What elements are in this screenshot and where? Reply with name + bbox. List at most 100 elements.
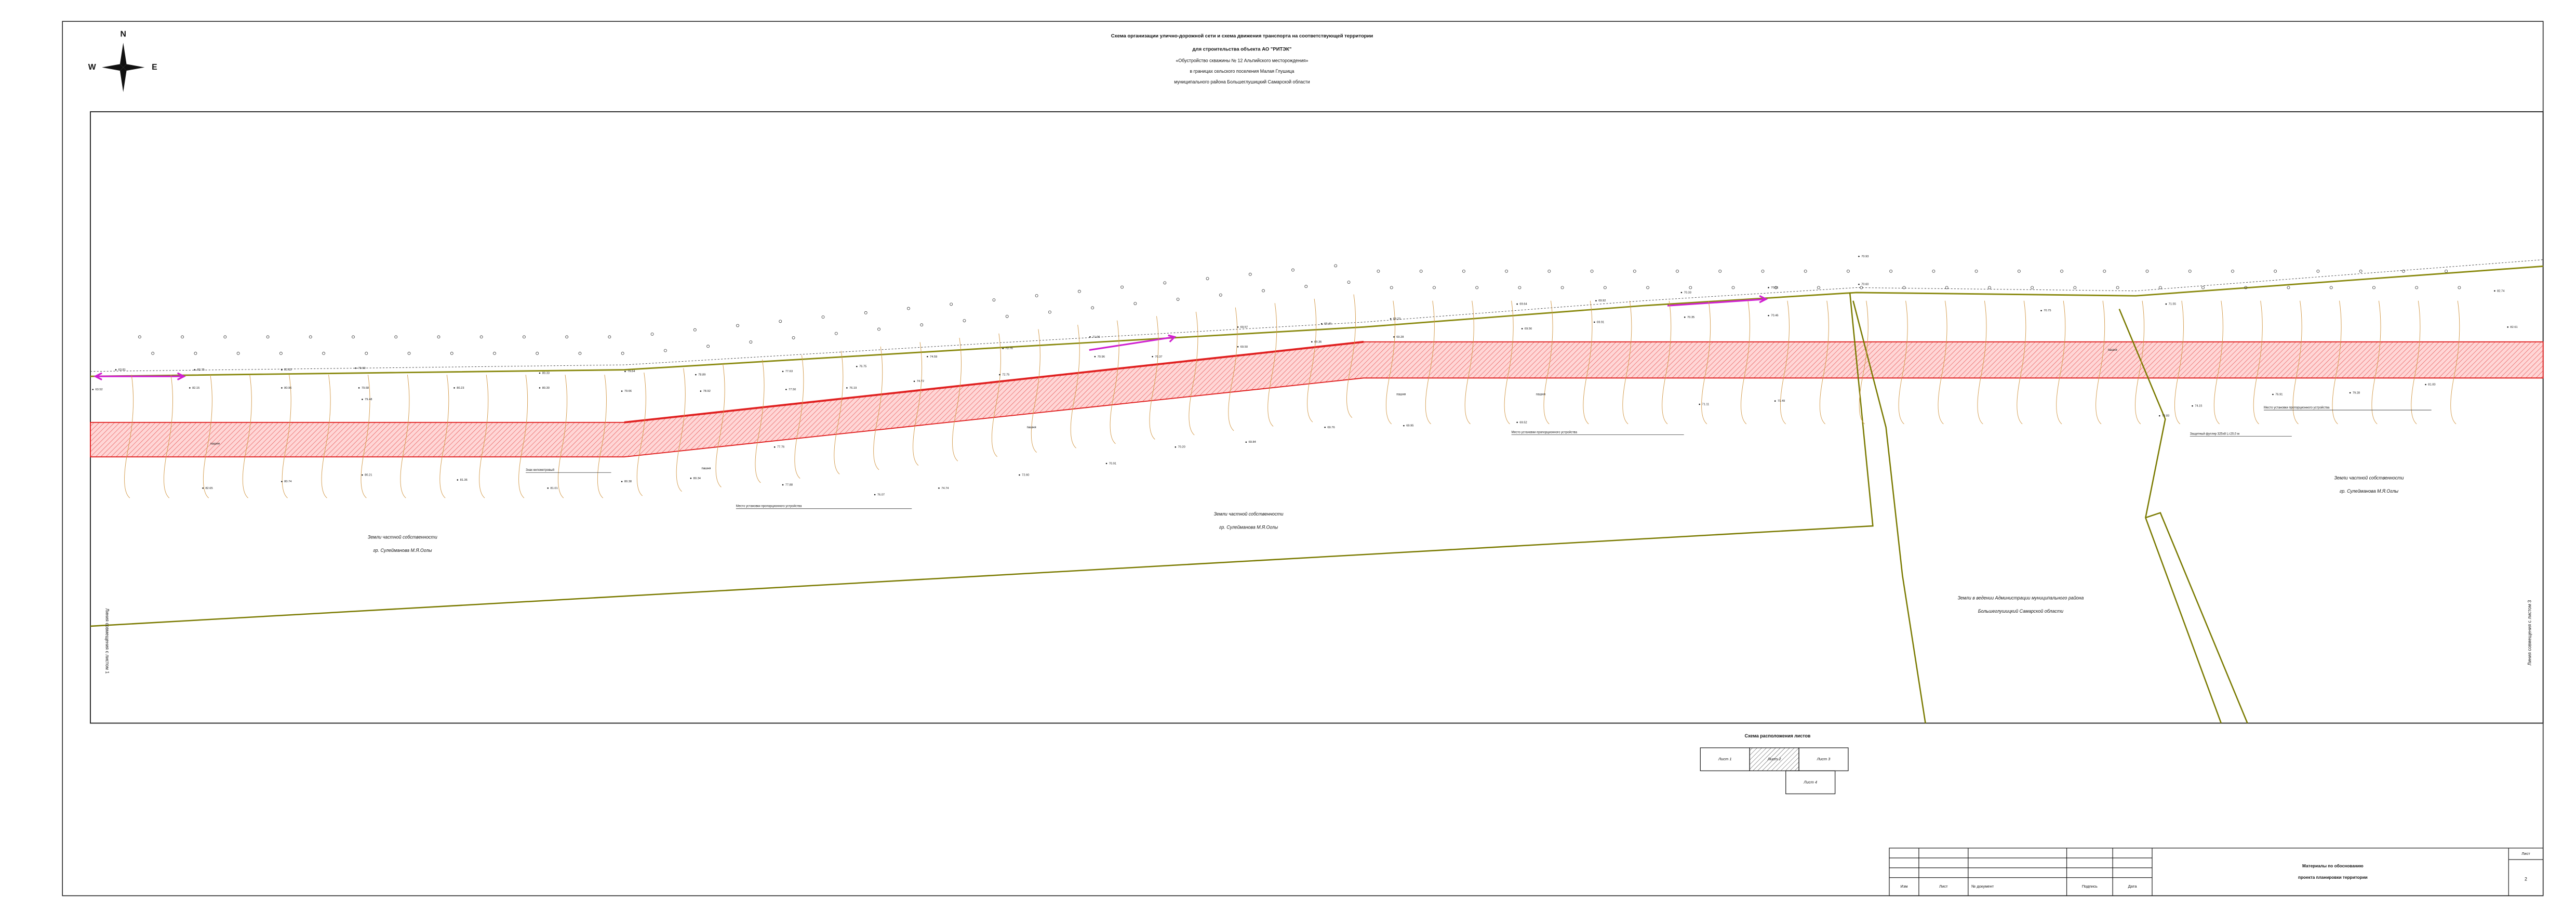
title: муниципального района Большеглушицкий Са… xyxy=(1174,79,1310,84)
elevation-label: 81.01 xyxy=(551,487,558,490)
elevation-point xyxy=(785,389,787,390)
pole xyxy=(194,352,197,355)
sheet-label: Лист 4 xyxy=(1803,780,1817,784)
elevation-point xyxy=(1237,326,1239,328)
pole xyxy=(479,335,483,339)
elevation-point xyxy=(700,390,702,392)
pole xyxy=(1048,310,1051,314)
elevation-label: 80.34 xyxy=(693,477,701,480)
contour xyxy=(321,374,331,498)
pole xyxy=(1774,286,1778,289)
elevation-point xyxy=(1516,421,1518,424)
pole xyxy=(1547,269,1551,273)
note: Место установки пропорционного устройств… xyxy=(736,505,802,508)
pole xyxy=(706,345,710,348)
pole xyxy=(1603,286,1607,289)
elevation-point xyxy=(1002,348,1004,349)
pole xyxy=(1646,286,1650,289)
pole xyxy=(1133,302,1137,306)
contour xyxy=(400,374,410,498)
pole xyxy=(522,335,526,339)
pole xyxy=(1689,286,1692,289)
elevation-label: 78.89 xyxy=(698,374,705,377)
pole xyxy=(1347,281,1351,284)
elevation-point xyxy=(1245,441,1247,443)
pole xyxy=(1817,286,1820,289)
pole xyxy=(1291,268,1294,272)
field-label: пашня xyxy=(1396,393,1406,397)
pole xyxy=(1505,269,1509,273)
pole xyxy=(1987,286,1991,289)
compass: N W E xyxy=(88,30,157,93)
contour xyxy=(1464,300,1474,425)
contour xyxy=(991,333,1001,457)
pole xyxy=(279,352,283,355)
elevation-point xyxy=(938,487,940,489)
contour xyxy=(755,359,765,483)
pole xyxy=(1676,269,1679,273)
elevation-label: 76.07 xyxy=(877,493,885,496)
pole xyxy=(608,335,611,339)
note: Место установки пропорционного устройств… xyxy=(2264,406,2330,410)
contour xyxy=(1189,311,1198,435)
pole xyxy=(407,352,411,355)
elevation-label: 79.48 xyxy=(365,398,372,401)
elevation-point xyxy=(1684,316,1686,318)
elevation-label: 69.56 xyxy=(1525,327,1532,331)
match-line-label: Линия совмещения с листом 1 xyxy=(104,609,110,674)
elevation-label: 76.91 xyxy=(2275,393,2283,397)
elevation-point xyxy=(1174,446,1177,448)
pole xyxy=(223,335,227,339)
elevation-point xyxy=(1019,474,1020,476)
contour xyxy=(361,374,370,498)
elevation-point xyxy=(453,387,455,389)
elevation-point xyxy=(362,474,363,476)
road-edge xyxy=(90,259,2543,372)
note: Защитный футляр 325х8 L=20,0 м xyxy=(2190,432,2239,435)
pole xyxy=(493,352,496,355)
elevation-label: 70.35 xyxy=(1687,316,1694,319)
pole xyxy=(1847,269,1850,273)
pole xyxy=(1433,286,1436,289)
match-line-label: Линия совмещения с листом 3 xyxy=(2527,600,2532,666)
elevation-point xyxy=(2192,405,2193,407)
elevation-label: 74.72 xyxy=(917,380,924,383)
field-label: пашня xyxy=(1536,393,1545,397)
elevation-label: 76.19 xyxy=(849,387,857,390)
pole xyxy=(907,307,910,310)
pole xyxy=(394,335,398,339)
road xyxy=(90,265,2543,377)
contour xyxy=(913,342,923,466)
pole xyxy=(650,333,654,336)
land-label: гр. Сулейманова М.Я.Оглы xyxy=(2340,488,2399,494)
elevation-label: 82.75 xyxy=(197,368,205,372)
sheet-number: 2 xyxy=(2525,876,2527,881)
elevation-label: 77.63 xyxy=(785,370,793,373)
elevation-label: 69.92 xyxy=(1598,299,1606,302)
title: в границах сельского поселения Малая Глу… xyxy=(1190,69,1294,74)
contour xyxy=(834,351,844,474)
elevation-point xyxy=(874,494,876,496)
elevation-point xyxy=(621,481,623,482)
column-label: Лист xyxy=(1939,884,1948,889)
outer-frame xyxy=(62,21,2544,896)
elevation-label: 70.96 xyxy=(1098,355,1105,359)
elevation-point xyxy=(1858,283,1860,285)
elevation-point xyxy=(1094,356,1096,358)
land-label: Земли частной собственности xyxy=(368,534,437,539)
land-label: Земли частной собственности xyxy=(1214,511,1284,517)
pole xyxy=(1718,269,1722,273)
pole xyxy=(877,327,880,331)
pole xyxy=(1304,285,1308,288)
elevation-label: 80.38 xyxy=(624,480,632,483)
compass-n: N xyxy=(121,30,126,39)
elevation-point xyxy=(194,369,196,371)
contour xyxy=(1228,307,1238,431)
elevation-point xyxy=(1774,400,1776,402)
sheet-scheme xyxy=(1700,747,1849,795)
pole xyxy=(352,335,355,339)
elevation-point xyxy=(547,487,549,489)
elevation-label: 80.21 xyxy=(365,473,372,477)
elevation-label: 80.96 xyxy=(284,387,291,390)
